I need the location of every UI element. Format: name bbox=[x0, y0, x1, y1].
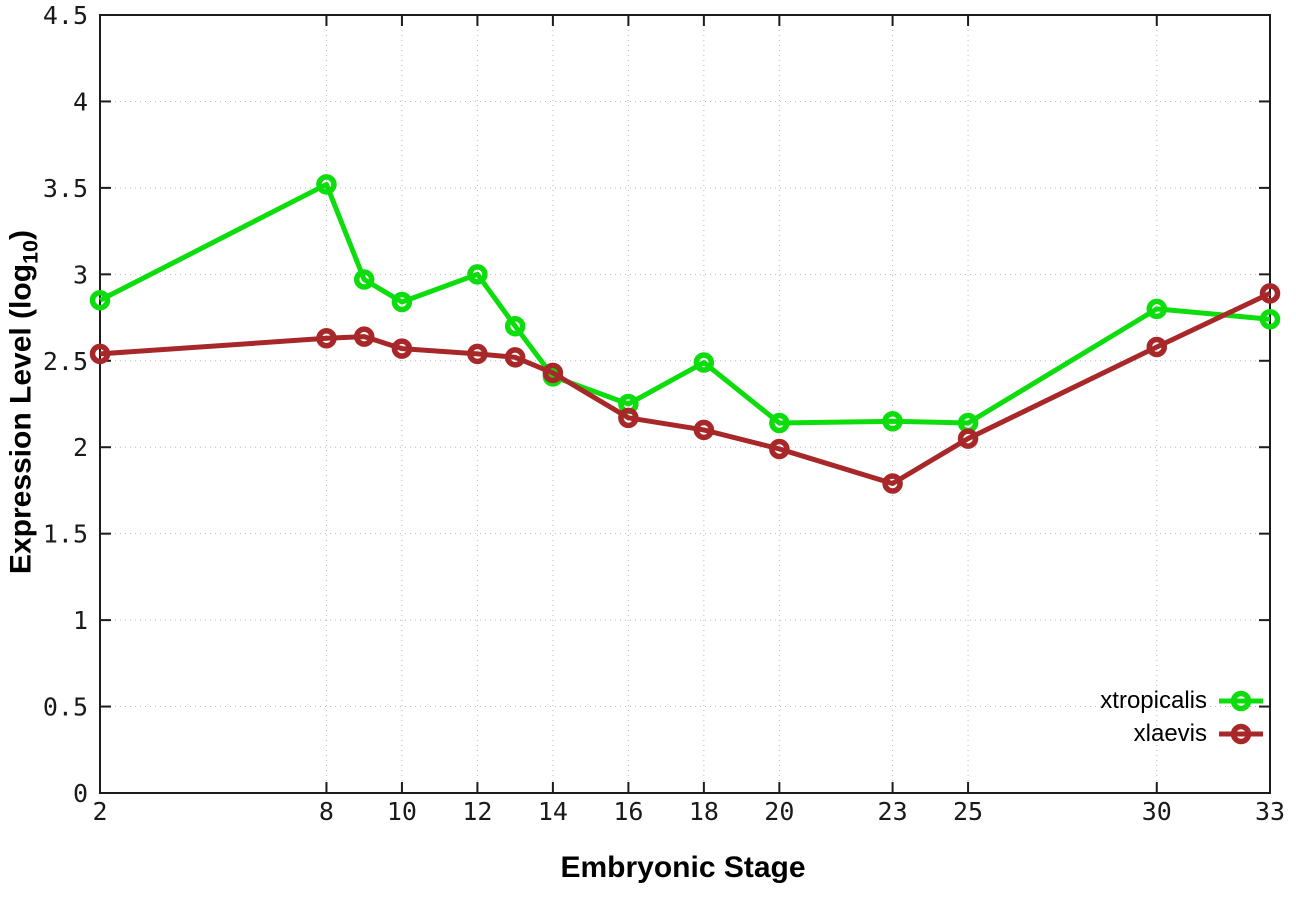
series-xlaevis-marker bbox=[1259, 283, 1281, 304]
y-tick-label: 4.5 bbox=[43, 1, 88, 30]
y-tick-label: 1.5 bbox=[43, 520, 88, 549]
x-tick-label: 2 bbox=[92, 797, 107, 826]
series-xtropicalis-marker bbox=[1259, 309, 1281, 330]
series-xlaevis-marker bbox=[316, 328, 337, 349]
y-axis-label-suffix: ) bbox=[4, 229, 38, 240]
legend-sample-xlaevis-icon bbox=[1219, 723, 1263, 744]
series-xtropicalis-marker bbox=[353, 269, 375, 290]
series-xtropicalis-marker bbox=[882, 411, 903, 432]
series-xtropicalis-marker bbox=[316, 174, 337, 195]
y-tick-label: 0 bbox=[73, 779, 88, 808]
y-axis-label-subscript: 10 bbox=[17, 239, 43, 264]
x-tick-label: 20 bbox=[764, 797, 794, 826]
x-tick-label: 23 bbox=[878, 797, 908, 826]
y-tick-label: 3 bbox=[73, 260, 88, 289]
series-xtropicalis-marker bbox=[504, 315, 526, 337]
series-xlaevis-marker bbox=[769, 438, 790, 460]
series-xlaevis-marker bbox=[467, 343, 488, 365]
y-tick-label: 3.5 bbox=[43, 174, 88, 203]
x-tick-label: 10 bbox=[387, 797, 417, 826]
y-axis-label: Expression Level (log10) bbox=[5, 230, 44, 574]
y-axis-label-text: Expression Level (log bbox=[4, 263, 38, 575]
series-xlaevis-marker bbox=[391, 338, 413, 359]
series-xlaevis-line bbox=[99, 291, 1272, 487]
x-tick-label: 14 bbox=[538, 797, 568, 826]
legend-sample-marker bbox=[1230, 690, 1252, 711]
series-xlaevis-marker bbox=[693, 419, 715, 441]
series-xlaevis-marker bbox=[542, 362, 564, 384]
series-xlaevis-marker bbox=[504, 347, 526, 368]
x-tick-label: 8 bbox=[319, 797, 334, 826]
series-xlaevis-marker bbox=[618, 407, 639, 429]
series-xtropicalis-marker bbox=[467, 264, 488, 285]
series-xlaevis-marker bbox=[353, 326, 375, 347]
series-xtropicalis-marker bbox=[89, 290, 111, 311]
legend-label-xlaevis: xlaevis bbox=[1133, 719, 1207, 747]
legend-item-xlaevis: xlaevis bbox=[1100, 717, 1264, 750]
x-axis-label: Embryonic Stage bbox=[560, 851, 806, 884]
x-tick-label: 18 bbox=[689, 797, 719, 826]
legend-label-xtropicalis: xtropicalis bbox=[1100, 686, 1207, 714]
plot-border bbox=[99, 14, 1271, 794]
series-xtropicalis-marker bbox=[1146, 298, 1168, 320]
series-xlaevis-marker bbox=[957, 428, 979, 449]
legend-sample-xtropicalis-icon bbox=[1219, 690, 1263, 711]
x-tick-label: 16 bbox=[613, 797, 643, 826]
series-xtropicalis-line bbox=[98, 181, 1271, 426]
legend-item-xtropicalis: xtropicalis bbox=[1100, 684, 1264, 717]
series-xtropicalis-marker bbox=[693, 352, 715, 373]
y-tick-label: 2.5 bbox=[43, 347, 88, 376]
y-tick-label: 2 bbox=[73, 433, 88, 462]
series-xlaevis-marker bbox=[89, 343, 111, 365]
series-xtropicalis-marker bbox=[391, 291, 413, 313]
series-xlaevis-marker bbox=[1146, 336, 1168, 358]
x-tick-label: 25 bbox=[953, 797, 983, 826]
x-tick-label: 12 bbox=[462, 797, 492, 826]
legend-sample-marker bbox=[1230, 723, 1252, 744]
y-tick-label: 1 bbox=[73, 606, 88, 635]
x-tick-label: 30 bbox=[1142, 797, 1172, 826]
series-xtropicalis-marker bbox=[769, 412, 790, 434]
legend: xtropicalis xlaevis bbox=[1100, 684, 1264, 750]
y-tick-label: 0.5 bbox=[43, 693, 88, 722]
x-tick-label: 33 bbox=[1255, 797, 1285, 826]
y-tick-label: 4 bbox=[73, 87, 88, 116]
series-xlaevis-marker bbox=[882, 473, 903, 494]
